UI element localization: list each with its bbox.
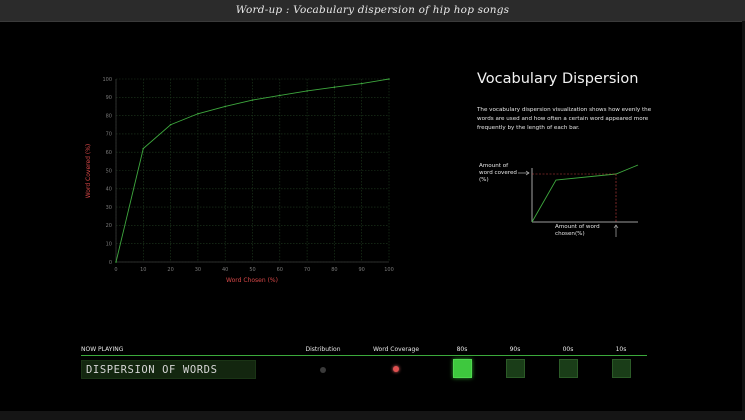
legend-y-label: Amount of word covered (%) bbox=[479, 163, 517, 183]
series-point-0-0 bbox=[115, 261, 117, 263]
x-tick-label-0: 0 bbox=[114, 267, 117, 273]
chart-series bbox=[115, 78, 390, 263]
chart-axes bbox=[115, 79, 389, 263]
y-tick-label-2: 20 bbox=[106, 223, 112, 229]
y-tick-label-7: 70 bbox=[106, 132, 112, 138]
word-coverage-toggle[interactable] bbox=[393, 366, 399, 372]
series-point-0-4 bbox=[224, 105, 226, 108]
x-tick-label-4: 40 bbox=[222, 267, 228, 273]
bottom-bar bbox=[0, 411, 745, 420]
y-tick-label-5: 50 bbox=[106, 168, 112, 174]
chart-grid bbox=[115, 78, 390, 263]
y-axis-label: Word Covered (%) bbox=[85, 144, 92, 199]
x-tick-label-7: 70 bbox=[304, 267, 310, 273]
series-point-0-6 bbox=[279, 94, 281, 97]
x-tick-label-2: 20 bbox=[167, 267, 173, 273]
era-header-90s: 90s bbox=[509, 346, 521, 353]
y-tick-label-1: 10 bbox=[106, 242, 112, 248]
legend-arrowhead-y bbox=[525, 170, 530, 176]
y-tick-label-0: 0 bbox=[109, 260, 112, 266]
legend-x-label: Amount of word chosen(%) bbox=[555, 224, 600, 237]
window-title: Word-up : Vocabulary dispersion of hip h… bbox=[235, 4, 510, 16]
era-button-10s[interactable] bbox=[612, 359, 631, 378]
y-tick-label-4: 40 bbox=[106, 187, 112, 193]
y-tick-label-10: 100 bbox=[102, 77, 112, 83]
series-point-0-3 bbox=[197, 112, 199, 115]
legend-diagram: Amount of word covered (%) Amount of wor… bbox=[479, 163, 639, 237]
word-coverage-header: Word Coverage bbox=[372, 346, 420, 353]
x-tick-label-9: 90 bbox=[359, 267, 365, 273]
era-header-10s: 10s bbox=[615, 346, 627, 353]
panel-title: Vocabulary Dispersion bbox=[477, 71, 639, 87]
legend-arrowhead-x bbox=[613, 224, 619, 229]
x-tick-label-6: 60 bbox=[277, 267, 283, 273]
series-point-0-10 bbox=[388, 78, 390, 80]
series-point-0-7 bbox=[306, 90, 308, 92]
now-playing-header: NOW PLAYING bbox=[81, 346, 124, 353]
era-button-90s[interactable] bbox=[506, 359, 525, 378]
series-point-0-2 bbox=[169, 123, 172, 126]
distribution-toggle[interactable] bbox=[320, 367, 326, 373]
title-bar: Word-up : Vocabulary dispersion of hip h… bbox=[0, 0, 745, 22]
distribution-header: Distribution bbox=[305, 346, 341, 353]
y-tick-label-6: 60 bbox=[106, 150, 112, 156]
series-point-0-5 bbox=[251, 99, 254, 101]
era-header-00s: 00s bbox=[562, 346, 574, 353]
x-tick-label-5: 50 bbox=[249, 267, 255, 273]
x-tick-label-10: 100 bbox=[384, 267, 394, 273]
era-button-00s[interactable] bbox=[559, 359, 578, 378]
legend-curve bbox=[531, 164, 639, 223]
window-edge bbox=[742, 21, 745, 420]
era-header-80s: 80s bbox=[456, 346, 468, 353]
now-playing-display: DISPERSION OF WORDS bbox=[81, 360, 256, 379]
now-playing-divider bbox=[81, 355, 647, 356]
series-point-0-1 bbox=[142, 147, 145, 150]
chart-ticks: 0 10 20 30 40 50 60 70 80 90 100 0 10 20 30 40 50 60 70 80 9… bbox=[102, 77, 393, 273]
x-tick-label-1: 10 bbox=[140, 267, 146, 273]
y-tick-label-3: 30 bbox=[106, 205, 112, 211]
x-axis-label: Word Chosen (%) bbox=[226, 277, 278, 284]
x-tick-label-8: 80 bbox=[331, 267, 337, 273]
y-tick-label-8: 80 bbox=[106, 113, 112, 119]
series-point-0-8 bbox=[333, 86, 336, 89]
y-tick-label-9: 90 bbox=[106, 95, 112, 101]
now-playing-value: DISPERSION OF WORDS bbox=[86, 364, 218, 376]
era-button-80s[interactable] bbox=[453, 359, 472, 378]
panel-description: The vocabulary dispersion visualization … bbox=[477, 107, 652, 131]
x-tick-label-3: 30 bbox=[195, 267, 201, 273]
series-point-0-9 bbox=[360, 82, 363, 85]
